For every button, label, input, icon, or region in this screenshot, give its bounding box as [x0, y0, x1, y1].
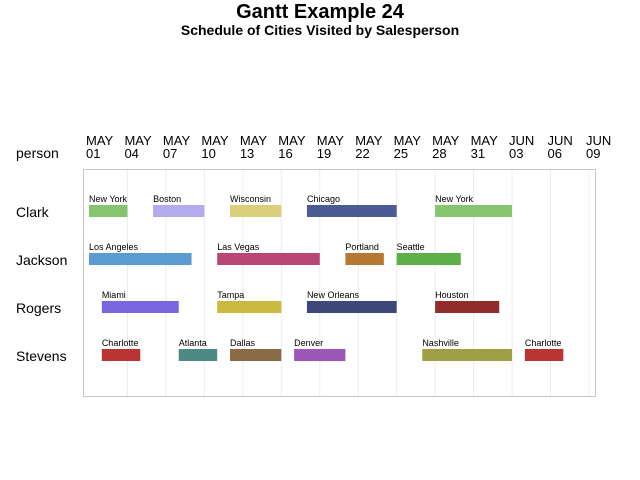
task-label: Denver [294, 338, 323, 348]
tick-label-month: MAY [317, 133, 345, 148]
task-label: Charlotte [102, 338, 139, 348]
tick-label-day: 16 [278, 146, 292, 161]
task-bar [435, 205, 513, 217]
task-label: Chicago [307, 194, 340, 204]
task-bar [230, 205, 282, 217]
tick-label-month: MAY [124, 133, 152, 148]
task-bar [345, 253, 384, 265]
task-label: Tampa [217, 290, 244, 300]
person-label: Stevens [16, 348, 67, 364]
tick-label-month: JUN [548, 133, 573, 148]
task-bar [101, 301, 179, 313]
task-label: Atlanta [179, 338, 207, 348]
chart-subtitle: Schedule of Cities Visited by Salesperso… [180, 22, 460, 38]
tick-label-day: 19 [317, 146, 331, 161]
task-label: Charlotte [525, 338, 562, 348]
tick-label-month: MAY [86, 133, 114, 148]
person-label: Clark [16, 204, 50, 220]
tick-label-day: 06 [548, 146, 562, 161]
row-header-label: person [16, 145, 59, 161]
tick-label-day: 28 [432, 146, 446, 161]
chart-title: Gantt Example 24 [236, 1, 404, 23]
task-label: Portland [345, 242, 379, 252]
tick-label-day: 25 [394, 146, 408, 161]
task-bar [294, 349, 346, 361]
tick-label-day: 04 [124, 146, 138, 161]
tick-label-month: JUN [586, 133, 611, 148]
task-bar [89, 253, 192, 265]
task-bar [306, 205, 397, 217]
task-label: New York [89, 194, 128, 204]
tick-label-month: MAY [201, 133, 229, 148]
task-label: Nashville [422, 338, 459, 348]
tick-label-month: MAY [394, 133, 422, 148]
task-bar [217, 253, 320, 265]
tick-label-day: 09 [586, 146, 600, 161]
task-bar [230, 349, 282, 361]
tick-label-day: 07 [163, 146, 177, 161]
person-label: Jackson [16, 252, 67, 268]
plot-frame [83, 169, 596, 397]
tick-label-month: JUN [509, 133, 534, 148]
tick-label-month: MAY [355, 133, 383, 148]
tick-label-day: 22 [355, 146, 369, 161]
task-label: Seattle [397, 242, 425, 252]
task-label: Los Angeles [89, 242, 139, 252]
task-label: Las Vegas [217, 242, 260, 252]
tick-label-month: MAY [432, 133, 460, 148]
tick-label-day: 13 [240, 146, 254, 161]
person-label: Rogers [16, 300, 61, 316]
task-bar [217, 301, 282, 313]
task-label: Wisconsin [230, 194, 271, 204]
tick-label-month: MAY [471, 133, 499, 148]
tick-label-day: 31 [471, 146, 485, 161]
task-bar [422, 349, 513, 361]
task-bar [396, 253, 461, 265]
task-bar [524, 349, 564, 361]
task-label: New Orleans [307, 290, 360, 300]
task-bar [178, 349, 218, 361]
task-label: New York [435, 194, 474, 204]
tick-label-day: 03 [509, 146, 523, 161]
tick-label-month: MAY [278, 133, 306, 148]
task-bar [89, 205, 128, 217]
task-label: Boston [153, 194, 181, 204]
task-bar [153, 205, 205, 217]
tick-label-month: MAY [240, 133, 268, 148]
task-label: Miami [102, 290, 126, 300]
task-bar [435, 301, 500, 313]
task-bar [306, 301, 397, 313]
task-label: Houston [435, 290, 469, 300]
task-label: Dallas [230, 338, 256, 348]
task-bar [101, 349, 141, 361]
tick-label-day: 10 [201, 146, 215, 161]
tick-label-day: 01 [86, 146, 100, 161]
tick-label-month: MAY [163, 133, 191, 148]
